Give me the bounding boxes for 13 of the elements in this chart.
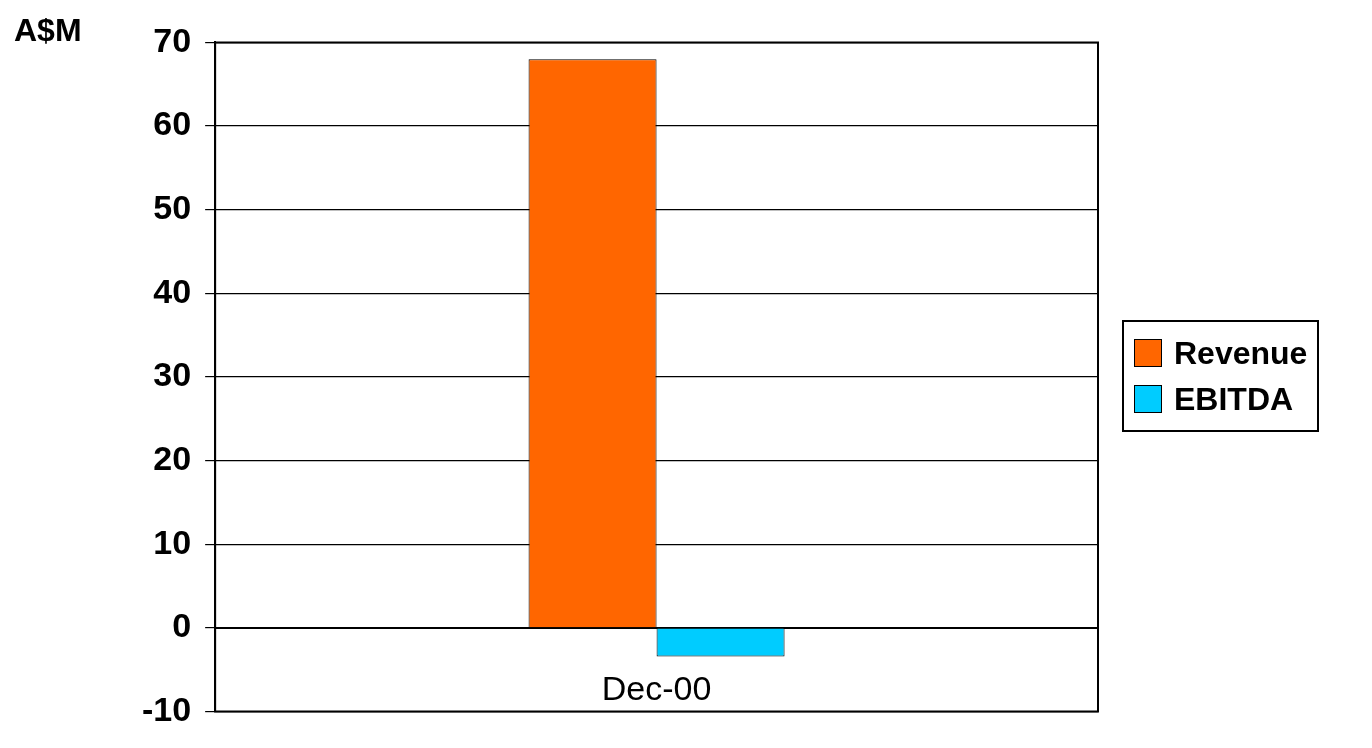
y-tick-label: -10	[142, 689, 192, 728]
legend-label: Revenue	[1174, 334, 1308, 373]
y-tick-label: 10	[153, 522, 192, 561]
y-tick-label: 20	[153, 439, 192, 478]
y-tick-label: 0	[172, 606, 192, 645]
x-tick-label: Dec-00	[601, 668, 712, 707]
y-tick-label: 50	[153, 188, 192, 227]
y-tick-label: 40	[153, 271, 192, 310]
y-axis-title: A$M	[14, 12, 82, 49]
legend-label: EBITDA	[1174, 380, 1294, 419]
y-tick-label: 60	[153, 104, 192, 143]
y-tick-label: 30	[153, 355, 192, 394]
y-tick-label: 70	[153, 20, 192, 59]
